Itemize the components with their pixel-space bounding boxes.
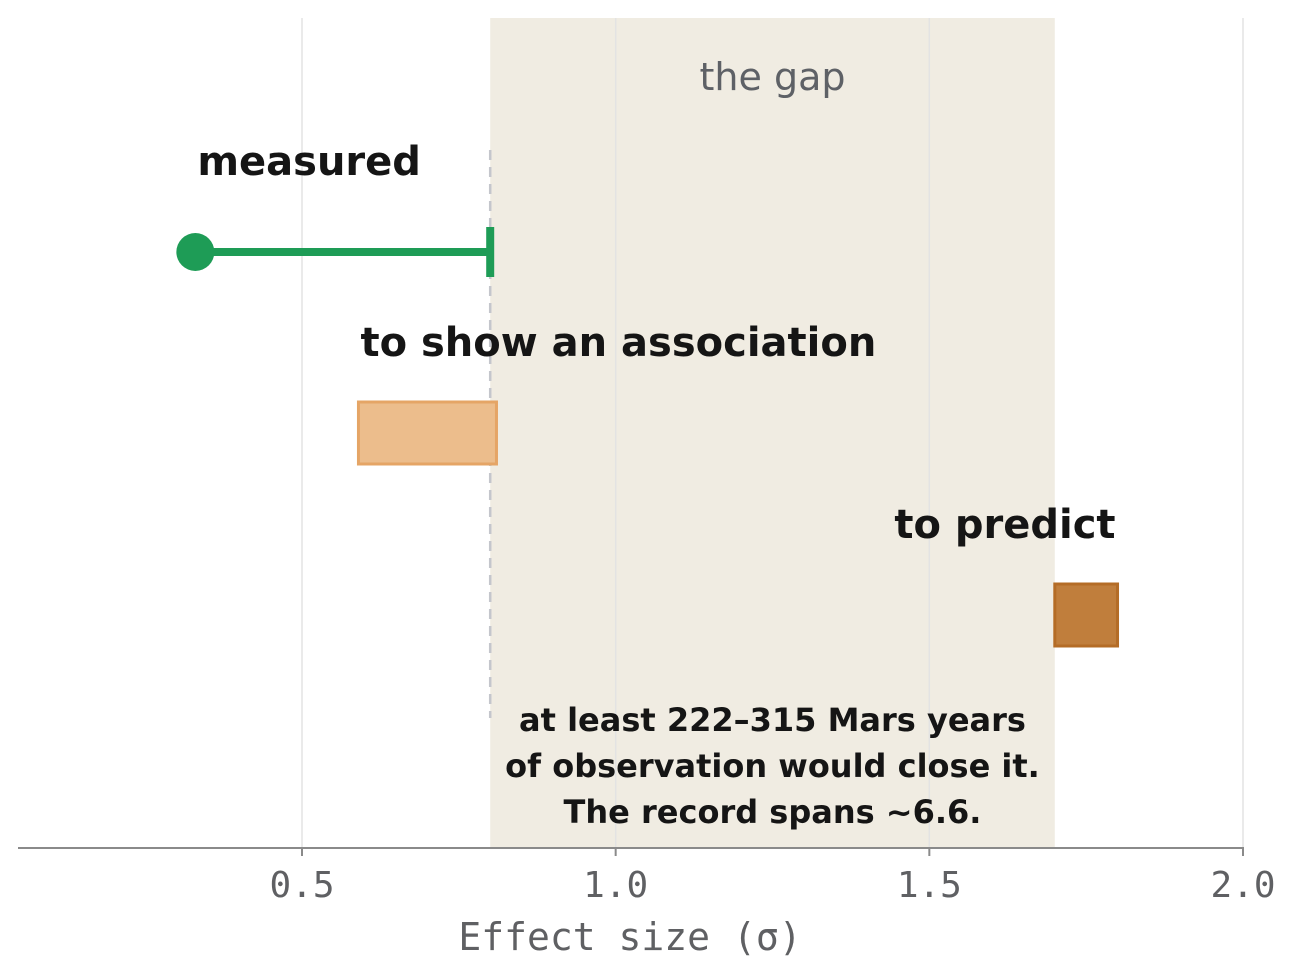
annotation-line: of observation would close it. [505,747,1040,785]
row-0: measured [176,139,495,277]
x-tick-label: 1.5 [897,865,962,906]
annotation-line: The record spans ~6.6. [564,793,982,831]
row-1: to show an association [356,320,876,466]
x-tick-label: 1.0 [583,865,648,906]
gap-label: the gap [700,55,846,99]
x-tick-label: 2.0 [1210,865,1275,906]
row-2: to predict [894,502,1120,648]
range-box [356,400,498,466]
annotation-line: at least 222–315 Mars years [519,701,1026,739]
x-ticks: 0.5 1.0 1.5 2.0 [269,848,1276,906]
measured-point [176,233,215,271]
x-tick-label: 0.5 [269,865,334,906]
range-box [1053,582,1120,648]
rows: measured to show an association to predict [176,139,1120,648]
row-label: to predict [894,502,1115,548]
grid-lines [301,18,1244,848]
annotation: at least 222–315 Mars years of observatio… [505,701,1040,831]
row-label: to show an association [360,320,876,366]
row-label: measured [197,139,421,185]
gap-region [490,18,1055,848]
x-axis-label: Effect size (σ) [458,915,801,959]
